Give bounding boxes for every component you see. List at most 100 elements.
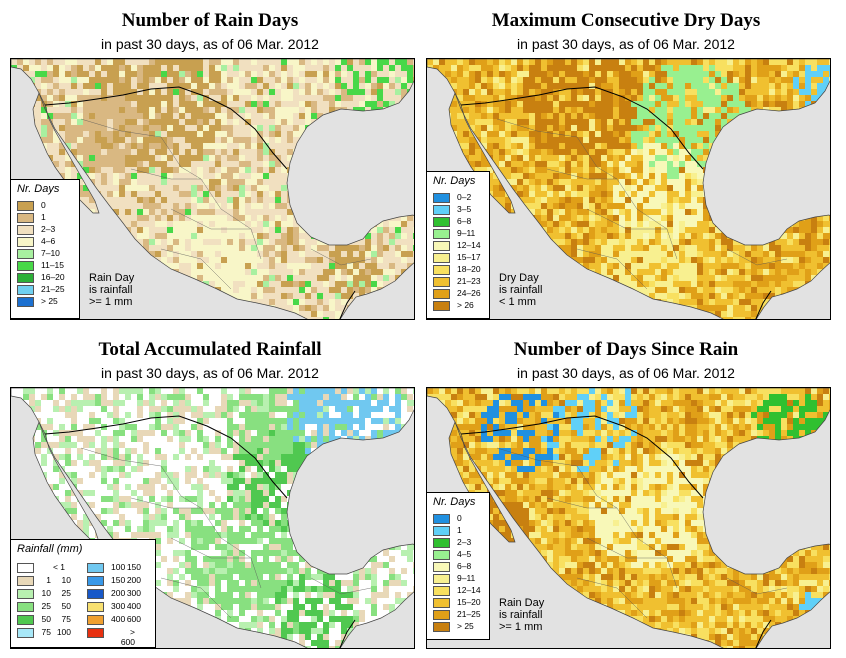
panel-subtitle: in past 30 days, as of 06 Mar. 2012 (101, 365, 319, 381)
legend-range-high: 10 (61, 575, 71, 585)
legend-range-high: 50 (61, 601, 71, 611)
legend-label: > 25 (41, 296, 58, 306)
legend-range-high: 75 (61, 614, 71, 624)
boundaries (44, 86, 372, 319)
legend-swatch (17, 249, 34, 259)
legend-label: 2–3 (457, 537, 472, 547)
legend-label: 2–3 (41, 224, 56, 234)
map-svg (427, 59, 830, 319)
legend-title: Nr. Days (433, 496, 476, 508)
legend-label: 11–15 (41, 260, 65, 270)
legend-label: > 26 (457, 300, 474, 310)
legend-swatch (433, 205, 450, 215)
legend-label: 0 (41, 200, 46, 210)
legend-range-high: 300 (126, 588, 141, 598)
legend-swatch (433, 265, 450, 275)
legend-label: 6–8 (457, 561, 472, 571)
legend-range-high: 150 (126, 562, 141, 572)
legend-swatch (433, 229, 450, 239)
legend-swatch (87, 563, 104, 573)
legend-title: Rainfall (mm) (17, 543, 83, 555)
panel-total-rainfall: Total Accumulated Rainfall in past 30 da… (0, 329, 420, 658)
legend-range-low: 150 (111, 575, 126, 585)
legend-rain-days: Nr. Days 0 1 2–3 4–6 7–10 11–15 16–20 21–25 > 25 (10, 179, 80, 319)
legend-label: 21–25 (41, 284, 65, 294)
legend-range-high: 25 (61, 588, 71, 598)
legend-swatch (87, 602, 104, 612)
legend-swatch (433, 301, 450, 311)
legend-swatch (17, 589, 34, 599)
legend-rows-left: < 1 1 10 10 25 25 50 50 75 75 100 (11, 540, 83, 647)
rain-day-note: Rain Day is rainfall >= 1 mm (89, 272, 135, 308)
legend-range-high: 400 (126, 601, 141, 611)
panel-subtitle: in past 30 days, as of 06 Mar. 2012 (517, 36, 735, 52)
legend-swatch (433, 586, 450, 596)
legend-label: 15–20 (457, 597, 481, 607)
legend-range-low: 25 (41, 601, 51, 611)
panel-subtitle: in past 30 days, as of 06 Mar. 2012 (101, 36, 319, 52)
legend-label: 4–5 (457, 549, 472, 559)
panel-dry-days: Maximum Consecutive Dry Days in past 30 … (416, 0, 836, 329)
legend-swatch (17, 602, 34, 612)
legend-swatch (17, 237, 34, 247)
legend-swatch (17, 273, 34, 283)
map-days-since-rain (426, 387, 831, 649)
legend-label: 24–26 (457, 288, 481, 298)
legend-swatch (433, 253, 450, 263)
legend-range-low: 1 (46, 575, 51, 585)
legend-swatch (433, 217, 450, 227)
legend-swatch (433, 622, 450, 632)
legend-label: 4–6 (41, 236, 56, 246)
legend-label: 0–2 (457, 192, 472, 202)
coastlines (427, 59, 830, 319)
panel-title: Number of Rain Days (121, 10, 299, 31)
legend-range-low: 50 (41, 614, 51, 624)
legend-swatch (433, 193, 450, 203)
legend-range-high: 200 (126, 575, 141, 585)
panel-title: Total Accumulated Rainfall (98, 339, 322, 360)
legend-swatch (17, 213, 34, 223)
legend-range-high: > 600 (120, 627, 135, 647)
legend-swatch (87, 589, 104, 599)
legend-swatch (433, 289, 450, 299)
legend-label: 0 (457, 513, 462, 523)
legend-dry-days: Nr. Days 0–2 3–5 6–8 9–11 12–14 15–17 18–20 21–… (426, 171, 490, 319)
legend-swatch (87, 576, 104, 586)
legend-range-low: 10 (41, 588, 51, 598)
panel-days-since-rain: Number of Days Since Rain in past 30 day… (416, 329, 836, 658)
legend-swatch (433, 562, 450, 572)
legend-range-high: < 1 (52, 562, 65, 572)
legend-label: 6–8 (457, 216, 472, 226)
legend-swatch (17, 285, 34, 295)
legend-swatch (17, 563, 34, 573)
legend-label: 7–10 (41, 248, 60, 258)
legend-label: 12–14 (457, 240, 481, 250)
legend-range-high: 600 (126, 614, 141, 624)
legend-swatch (17, 261, 34, 271)
panel-title: Maximum Consecutive Dry Days (491, 10, 761, 31)
boundaries (460, 415, 788, 648)
legend-label: 3–5 (457, 204, 472, 214)
legend-title: Nr. Days (17, 183, 60, 195)
legend-range-high: 100 (56, 627, 71, 637)
legend-range-low: 200 (111, 588, 126, 598)
legend-swatch (433, 241, 450, 251)
legend-title: Nr. Days (433, 175, 476, 187)
rain-day-note: Rain Day is rainfall >= 1 mm (499, 597, 545, 633)
legend-label: 21–23 (457, 276, 481, 286)
legend-label: 12–14 (457, 585, 481, 595)
legend-label: 21–25 (457, 609, 481, 619)
legend-total-rainfall: Rainfall (mm) < 1 1 10 10 25 25 50 50 75 75 100 10… (10, 539, 156, 648)
legend-swatch (17, 297, 34, 307)
legend-swatch (433, 610, 450, 620)
legend-swatch (433, 526, 450, 536)
panel-subtitle: in past 30 days, as of 06 Mar. 2012 (517, 365, 735, 381)
legend-swatch (17, 628, 34, 638)
legend-label: 18–20 (457, 264, 481, 274)
legend-range-low: 400 (111, 614, 126, 624)
legend-swatch (17, 201, 34, 211)
coastlines (11, 59, 414, 319)
legend-swatch (17, 576, 34, 586)
legend-swatch (433, 277, 450, 287)
map-dry-days (426, 58, 831, 320)
